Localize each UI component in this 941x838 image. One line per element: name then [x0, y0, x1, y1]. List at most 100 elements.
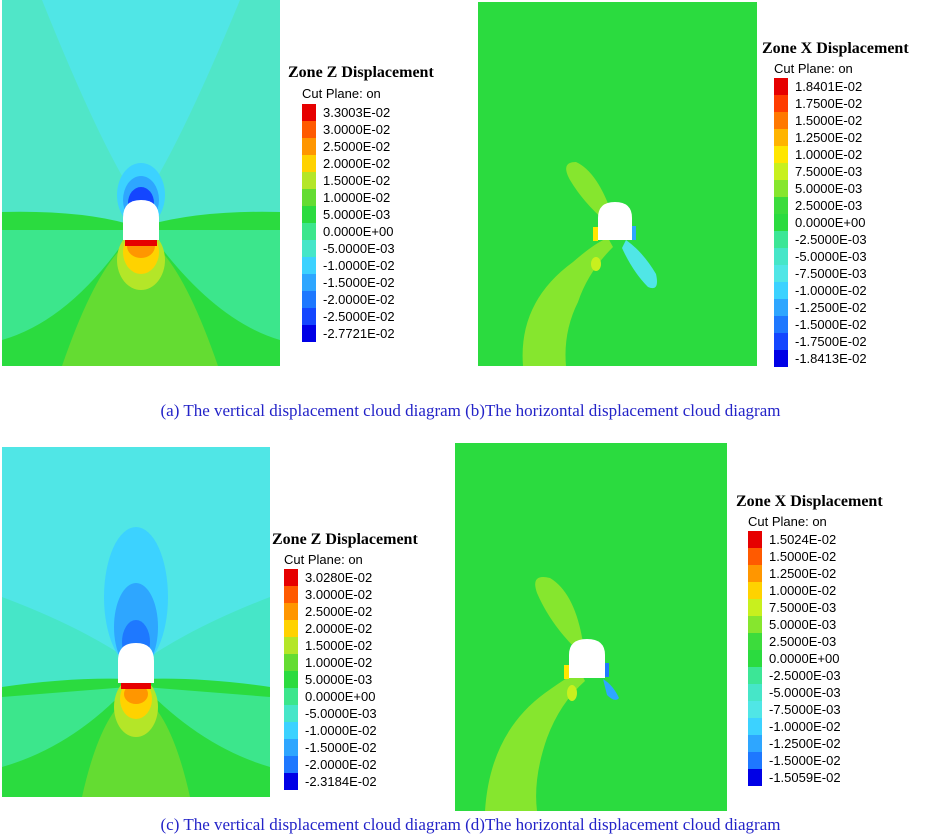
legend-swatch	[774, 333, 788, 350]
legend-swatch	[774, 282, 788, 299]
legend-swatch	[284, 637, 298, 654]
legend-label: -1.5000E-02	[305, 740, 377, 755]
legend-subtitle: Cut Plane: on	[774, 61, 853, 76]
legend-swatch	[302, 104, 316, 121]
legend-label: -5.0000E-03	[305, 706, 377, 721]
legend-swatch	[774, 248, 788, 265]
legend-label: 1.0000E-02	[323, 190, 391, 205]
legend-label: -1.2500E-02	[769, 736, 841, 751]
legend-swatch	[774, 163, 788, 180]
legend-label: 5.0000E-03	[769, 617, 837, 632]
legend-label: -1.0000E-02	[305, 723, 377, 738]
legend-subtitle: Cut Plane: on	[284, 552, 363, 567]
legend-swatch	[774, 180, 788, 197]
legend-label: -5.0000E-03	[323, 241, 395, 256]
legend-label: 2.5000E-02	[305, 604, 373, 619]
caption-top: (a) The vertical displacement cloud diag…	[160, 401, 781, 420]
legend-label: 2.0000E-02	[305, 621, 373, 636]
legend-label: 7.5000E-03	[795, 164, 863, 179]
caption-bottom: (c) The vertical displacement cloud diag…	[160, 815, 781, 834]
contour-plot-a	[2, 0, 280, 366]
legend-swatch	[284, 756, 298, 773]
legend-label: -7.5000E-03	[769, 702, 841, 717]
legend-label: -1.0000E-02	[323, 258, 395, 273]
legend-swatch	[302, 274, 316, 291]
legend-label: 7.5000E-03	[769, 600, 837, 615]
legend-swatch	[302, 155, 316, 172]
contour-plot-b	[478, 2, 757, 366]
legend-swatch	[748, 582, 762, 599]
legend-swatch	[284, 603, 298, 620]
legend-subtitle: Cut Plane: on	[302, 86, 381, 101]
legend-label: 3.0000E-02	[323, 122, 391, 137]
legend-label: 1.0000E-02	[795, 147, 863, 162]
legend-swatch	[774, 231, 788, 248]
legend-label: -2.3184E-02	[305, 774, 377, 789]
contour-plot-c	[2, 447, 270, 797]
legend-label: 1.5000E-02	[305, 638, 373, 653]
legend-swatch	[748, 701, 762, 718]
contour-svg-a	[2, 0, 280, 366]
legend-swatch	[774, 129, 788, 146]
legend-swatch	[774, 350, 788, 367]
legend-label: 1.2500E-02	[795, 130, 863, 145]
legend-label: 0.0000E+00	[769, 651, 840, 666]
legend-label: -2.5000E-03	[769, 668, 841, 683]
legend-swatch	[748, 565, 762, 582]
legend-label: 2.5000E-03	[795, 198, 863, 213]
legend-title: Zone Z Displacement	[288, 64, 434, 81]
legend-swatch	[302, 325, 316, 342]
legend-swatch	[774, 112, 788, 129]
legend-swatch	[302, 138, 316, 155]
legend-subtitle: Cut Plane: on	[748, 514, 827, 529]
legend-d: Zone X Displacement Cut Plane: on 1.5024…	[736, 493, 936, 809]
legend-swatch	[748, 718, 762, 735]
legend-label: 3.0000E-02	[305, 587, 373, 602]
legend-label: -2.0000E-02	[305, 757, 377, 772]
legend-label: 1.0000E-02	[305, 655, 373, 670]
legend-label: -7.5000E-03	[795, 266, 867, 281]
legend-label: -1.5000E-02	[769, 753, 841, 768]
legend-swatch	[302, 308, 316, 325]
legend-a: Zone Z Displacement Cut Plane: on 3.3003…	[288, 64, 473, 374]
legend-label: -2.5000E-03	[795, 232, 867, 247]
contour-svg-b	[478, 2, 757, 366]
legend-swatch	[774, 146, 788, 163]
legend-b: Zone X Displacement Cut Plane: on 1.8401…	[762, 40, 940, 380]
legend-label: 1.0000E-02	[769, 583, 837, 598]
contour-plot-d	[455, 443, 727, 811]
legend-swatch	[774, 197, 788, 214]
legend-label: 2.5000E-02	[323, 139, 391, 154]
legend-label: 2.5000E-03	[769, 634, 837, 649]
legend-label: -5.0000E-03	[769, 685, 841, 700]
legend-label: 0.0000E+00	[795, 215, 866, 230]
contour-svg-d	[455, 443, 727, 811]
legend-swatch	[748, 667, 762, 684]
legend-swatch	[284, 688, 298, 705]
legend-swatch	[774, 214, 788, 231]
legend-label: -1.5059E-02	[769, 770, 841, 785]
legend-swatch	[748, 616, 762, 633]
legend-swatch	[284, 739, 298, 756]
legend-label: -2.7721E-02	[323, 326, 395, 341]
legend-swatch	[302, 189, 316, 206]
legend-label: -1.0000E-02	[769, 719, 841, 734]
legend-swatch	[284, 654, 298, 671]
legend-label: 1.5000E-02	[323, 173, 391, 188]
legend-swatch	[774, 265, 788, 282]
legend-swatch	[284, 773, 298, 790]
legend-swatch	[748, 752, 762, 769]
legend-title: Zone Z Displacement	[272, 531, 418, 548]
legend-swatch	[284, 586, 298, 603]
legend-label: -1.7500E-02	[795, 334, 867, 349]
legend-label: 1.2500E-02	[769, 566, 837, 581]
legend-swatch	[302, 291, 316, 308]
legend-swatch	[302, 172, 316, 189]
legend-label: 0.0000E+00	[323, 224, 394, 239]
legend-label: -1.8413E-02	[795, 351, 867, 366]
contour-svg-c	[2, 447, 270, 797]
legend-label: 1.5000E-02	[795, 113, 863, 128]
legend-swatch	[774, 95, 788, 112]
legend-swatch	[748, 769, 762, 786]
legend-swatch	[302, 206, 316, 223]
